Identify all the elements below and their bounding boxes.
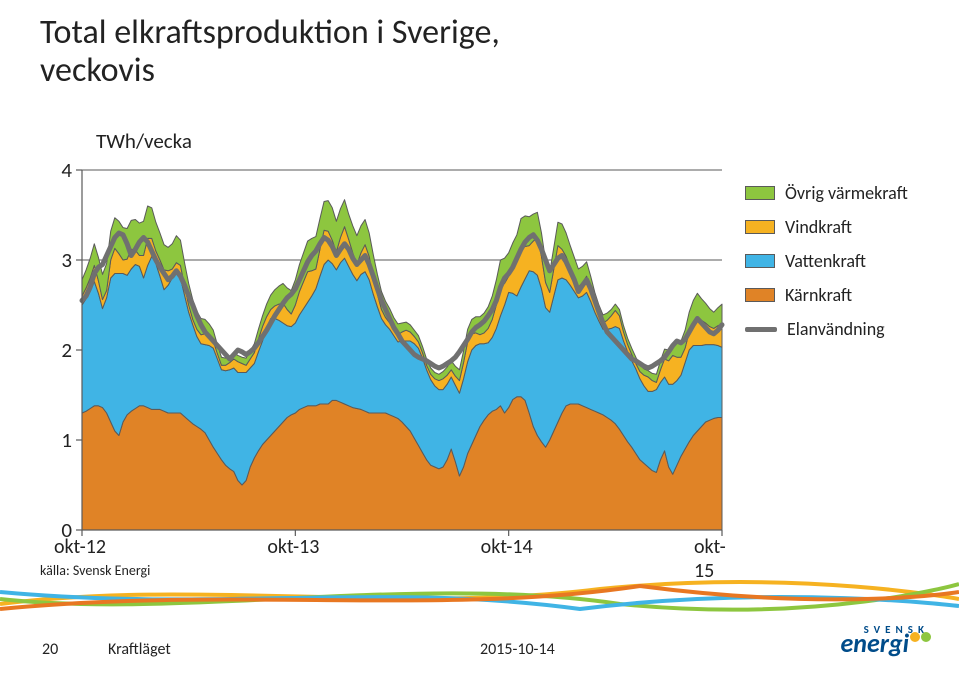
footer-date: 2015-10-14: [480, 640, 555, 659]
legend-label: Elanvändning: [787, 318, 885, 340]
x-tick-label: okt-12: [54, 535, 106, 559]
svensk-energi-logo: SVENSK energi: [840, 623, 931, 656]
x-tick-label: okt-13: [267, 535, 319, 559]
production-chart: 01234okt-12okt-13okt-14okt-15: [82, 170, 722, 530]
y-tick-label: 4: [42, 157, 72, 183]
legend-item: Vattenkraft: [745, 246, 908, 276]
legend-swatch: [745, 186, 775, 200]
x-tick-label: okt-14: [481, 535, 533, 559]
footer-page-number: 20: [42, 640, 58, 659]
footer-swoosh-decoration: [0, 574, 959, 616]
y-tick-label: 1: [42, 427, 72, 453]
legend-item: Vindkraft: [745, 212, 908, 242]
legend-label: Vindkraft: [785, 216, 852, 238]
title-line-2: veckovis: [40, 50, 155, 91]
page-title: Total elkraftsproduktion i Sverige, veck…: [40, 14, 500, 90]
logo-main-text: energi: [840, 630, 931, 656]
source-label: källa: Svensk Energi: [40, 562, 150, 579]
y-tick-label: 3: [42, 247, 72, 273]
title-line-1: Total elkraftsproduktion i Sverige,: [40, 12, 500, 53]
legend-label: Övrig värmekraft: [785, 182, 908, 204]
y-tick-label: 2: [42, 337, 72, 363]
legend-swatch: [745, 254, 775, 268]
x-tick-label: okt-15: [694, 535, 726, 583]
legend-line-swatch: [745, 327, 777, 332]
footer-title: Kraftläget: [108, 640, 171, 659]
legend-swatch: [745, 288, 775, 302]
legend-label: Kärnkraft: [785, 284, 852, 306]
legend-item: Kärnkraft: [745, 280, 908, 310]
legend-label: Vattenkraft: [785, 250, 866, 272]
chart-legend: Övrig värmekraft Vindkraft Vattenkraft Kärn…: [745, 178, 908, 348]
legend-item: Elanvändning: [745, 314, 908, 344]
legend-item: Övrig värmekraft: [745, 178, 908, 208]
y-axis-title: TWh/vecka: [96, 128, 192, 154]
legend-swatch: [745, 220, 775, 234]
